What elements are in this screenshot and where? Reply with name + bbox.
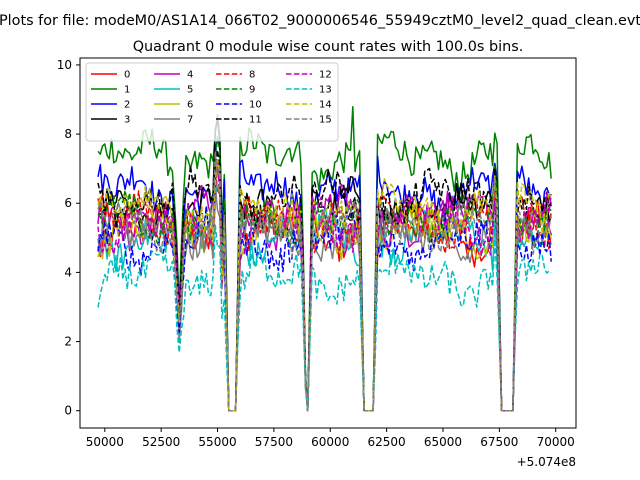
x-tick-label: 67500: [480, 435, 518, 449]
series-line-12: [97, 160, 552, 412]
series-layer: [97, 106, 552, 412]
y-tick-label: 0: [64, 404, 72, 418]
legend-label-3: 3: [124, 115, 130, 126]
legend-label-8: 8: [249, 70, 255, 81]
x-tick-label: 60000: [311, 435, 349, 449]
x-tick-label: 50000: [86, 435, 124, 449]
legend-label-9: 9: [249, 85, 255, 96]
legend-label-7: 7: [187, 115, 193, 126]
plot-frame: [79, 57, 577, 429]
figure-suptitle: Plots for file: modeM0/AS1A14_066T02_900…: [0, 13, 640, 29]
series-line-15: [97, 150, 552, 412]
series-line-11: [97, 149, 552, 412]
legend-label-14: 14: [319, 100, 332, 111]
y-tick-label: 10: [57, 58, 72, 72]
x-tick-label: 70000: [537, 435, 575, 449]
chart-title: Quadrant 0 module wise count rates with …: [133, 39, 524, 55]
y-tick-label: 8: [64, 127, 72, 141]
y-tick-label: 6: [64, 196, 72, 210]
x-tick-label: 62500: [368, 435, 406, 449]
legend-label-13: 13: [319, 85, 332, 96]
legend-label-5: 5: [187, 85, 193, 96]
y-axis: 0 2 4 6 8 10: [57, 58, 80, 418]
legend-label-2: 2: [124, 100, 130, 111]
x-tick-label: 55000: [198, 435, 236, 449]
legend-label-1: 1: [124, 85, 130, 96]
x-tick-label: 52500: [142, 435, 180, 449]
x-tick-label: 65000: [424, 435, 462, 449]
x-offset-label: +5.074e8: [517, 455, 576, 469]
y-tick-label: 4: [64, 265, 72, 279]
y-tick-label: 2: [64, 335, 72, 349]
x-axis: 50000 52500 55000 57500 60000 62500 65000 67500…: [86, 428, 575, 449]
legend-label-12: 12: [319, 70, 332, 81]
legend-label-11: 11: [249, 115, 262, 126]
legend-label-0: 0: [124, 70, 130, 81]
series-line-13: [97, 224, 552, 412]
x-tick-label: 57500: [255, 435, 293, 449]
legend-label-15: 15: [319, 115, 332, 126]
legend-label-6: 6: [187, 100, 193, 111]
series-line-14: [97, 158, 552, 412]
legend-box: [85, 62, 339, 142]
legend-label-10: 10: [249, 100, 262, 111]
legend-label-4: 4: [187, 70, 193, 81]
series-line-1: [97, 106, 552, 412]
